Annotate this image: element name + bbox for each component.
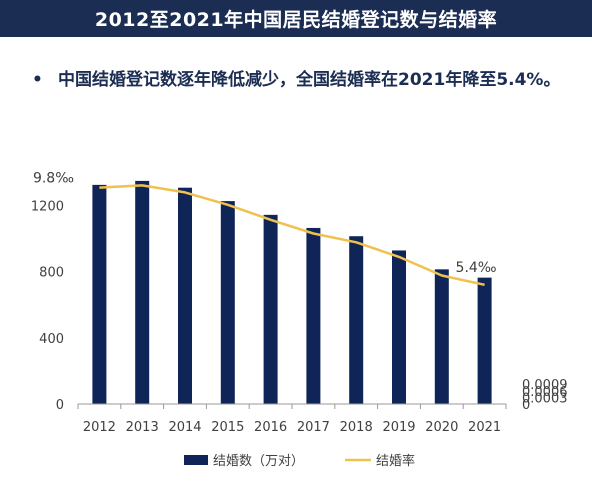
bar [92, 184, 107, 404]
x-tick-label: 2020 [425, 420, 458, 435]
y-right-tick-label: 0.0006 [522, 385, 568, 400]
x-tick-label: 2014 [168, 420, 201, 435]
summary-text: 中国结婚登记数逐年降低减少，全国结婚率在2021年降至5.4%。 [58, 70, 561, 90]
data-label-last: 5.4‰ [456, 260, 497, 276]
legend-bar-label: 结婚数（万对） [213, 454, 304, 469]
y-left-tick-label: 800 [39, 266, 64, 281]
y-right-tick-label: 0 [522, 398, 530, 413]
legend-line-label: 结婚率 [376, 453, 415, 469]
page-title-bar: 2012至2021年中国居民结婚登记数与结婚率 [0, 0, 592, 37]
bar [349, 236, 364, 404]
x-tick-label: 2019 [382, 420, 415, 435]
y-left-tick-label: 1200 [31, 199, 64, 214]
rate-line [99, 184, 485, 287]
x-tick-label: 2017 [297, 420, 330, 435]
bar [135, 180, 150, 404]
x-tick-label: 2016 [254, 420, 287, 435]
bar [477, 277, 492, 404]
bullet-marker: • [32, 70, 43, 90]
legend-bar-swatch [184, 455, 208, 465]
x-tick-label: 2012 [83, 420, 116, 435]
y-right-tick-label: 0.0009 [522, 378, 568, 393]
bar [178, 187, 192, 404]
x-tick-label: 2021 [468, 420, 501, 435]
x-tick-label: 2015 [211, 420, 244, 435]
y-right-tick-label: 0.0003 [522, 391, 568, 406]
data-label-first: 9.8‰ [33, 171, 74, 187]
bar [434, 269, 449, 404]
y-left-tick-label: 400 [39, 332, 64, 347]
x-tick-label: 2013 [126, 420, 159, 435]
y-left-tick-label: 0 [56, 398, 64, 413]
x-tick-label: 2018 [340, 420, 373, 435]
summary-bullet: • 中国结婚登记数逐年降低减少，全国结婚率在2021年降至5.4%。 [32, 66, 572, 95]
bar [392, 250, 406, 404]
bar [263, 214, 278, 404]
bar [306, 227, 321, 404]
page-title: 2012至2021年中国居民结婚登记数与结婚率 [94, 9, 498, 31]
bar [220, 201, 235, 404]
